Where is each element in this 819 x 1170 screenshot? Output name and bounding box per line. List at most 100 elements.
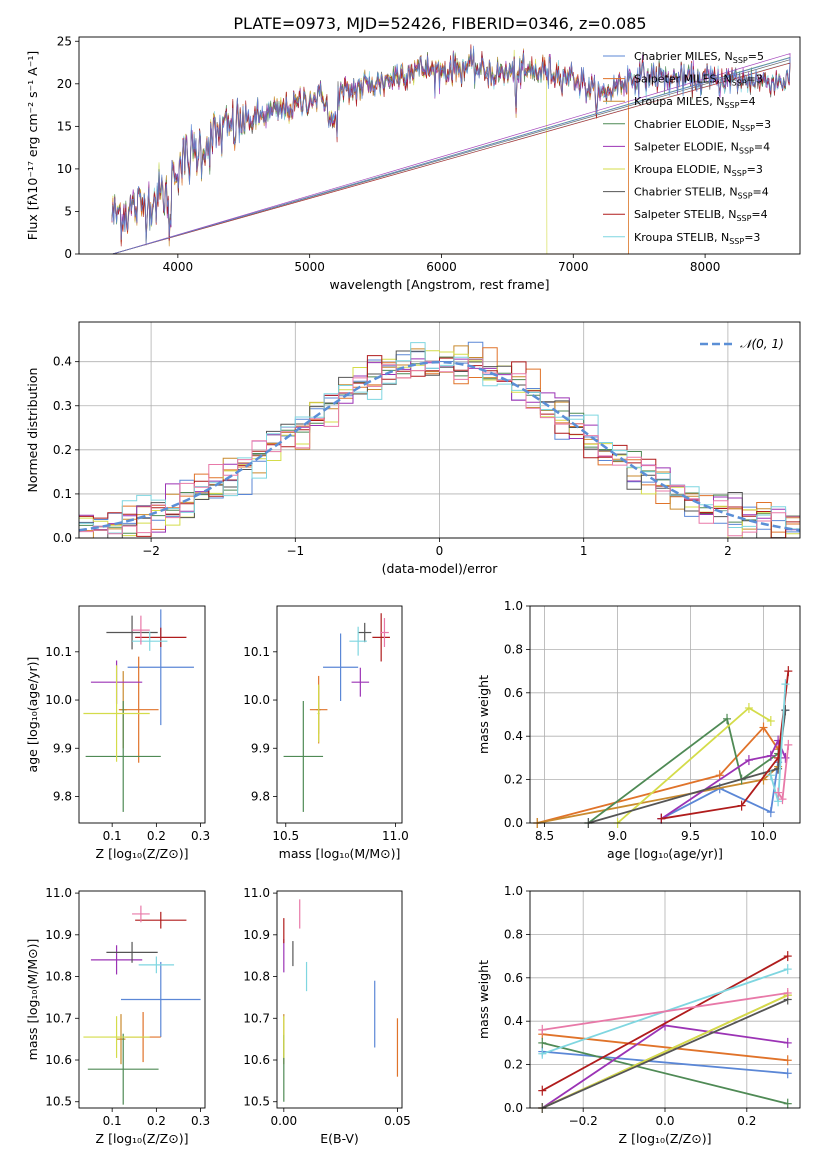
spectrum-panel: 4000 5000 6000 7000 8000 0 5 10 15 20 25 wavelength… (25, 34, 801, 292)
y-tick-label: 11.0 (45, 886, 72, 900)
y-tick-label: 0.0 (504, 1101, 523, 1115)
y-tick-label: 10 (57, 162, 72, 176)
y-tick-label: 9.9 (53, 741, 72, 755)
x-axis-label: Z [log₁₀(Z/Z⊙)] (619, 1131, 712, 1146)
y-axis-label: Normed distribution (25, 368, 40, 493)
x-axis-label: mass [log₁₀(M/M⊙)] (279, 846, 401, 861)
y-tick-label: 10.1 (243, 645, 270, 659)
y-tick-label: 10.9 (243, 928, 270, 942)
legend-label-7: Salpeter STELIB, NSSP=4 (634, 208, 768, 223)
y-tick-label: 0.6 (504, 686, 523, 700)
legend-label-0: Chabrier MILES, NSSP=5 (634, 50, 764, 65)
y-axis-label: mass weight (476, 675, 491, 754)
y-tick-label: 0.8 (504, 642, 523, 656)
y-tick-label: 10.0 (243, 693, 270, 707)
gaussian-curve (78, 360, 801, 532)
y-tick-label: 0.6 (504, 971, 523, 985)
x-axis-label: age [log₁₀(age/yr)] (607, 846, 723, 861)
y-tick-label: 10.6 (243, 1053, 270, 1067)
y-tick-label: 1.0 (504, 884, 523, 898)
weight-series-5 (617, 706, 772, 824)
x-tick-label: 10.0 (750, 829, 777, 843)
weight-series-3 (587, 717, 779, 824)
y-axis-label: mass [log₁₀(M/M⊙)] (25, 939, 40, 1061)
x-tick-label: 0.2 (147, 1114, 166, 1128)
y-axis-label: mass weight (476, 960, 491, 1039)
axes-frame (78, 321, 801, 539)
axes-frame (276, 605, 403, 824)
x-tick-label: 5000 (294, 260, 325, 274)
x-tick-label: −2 (142, 544, 160, 558)
x-tick-label: 0.05 (384, 1114, 411, 1128)
weight-series-6 (541, 998, 789, 1109)
mass-vs-ebv-panel: 0.00 0.05 10.5 10.6 10.7 10.8 10.9 11.0 E(B-V) (243, 886, 411, 1146)
y-tick-label: 20 (57, 77, 72, 91)
y-tick-label: 9.8 (53, 789, 72, 803)
x-tick-label: 0 (436, 544, 444, 558)
weight-series-0 (660, 710, 787, 820)
y-tick-label: 10.9 (45, 928, 72, 942)
y-tick-label: 11.0 (243, 886, 270, 900)
x-axis-label: Z [log₁₀(Z/Z⊙)] (96, 846, 189, 861)
y-tick-label: 10.0 (45, 693, 72, 707)
y-tick-label: 10.5 (45, 1095, 72, 1109)
y-tick-label: 0.0 (504, 816, 523, 830)
y-tick-label: 5 (64, 204, 72, 218)
weight-vs-Z-panel: −0.2 0.0 0.2 0.0 0.2 0.4 0.6 0.8 1.0 Z [log₁₀(Z/Z… (476, 884, 801, 1146)
y-tick-label: 0.8 (504, 927, 523, 941)
legend-label-6: Chabrier STELIB, NSSP=4 (634, 186, 769, 201)
y-tick-label: 0.1 (53, 487, 72, 501)
spectrum-series-0 (111, 45, 791, 255)
x-tick-label: 0.1 (103, 1114, 122, 1128)
legend-label-2: Kroupa MILES, NSSP=4 (634, 95, 756, 110)
histogram-series-9 (79, 358, 800, 537)
axes-frame (529, 605, 801, 824)
gaussian-legend-label: 𝒩(0, 1) (740, 337, 784, 351)
axes-frame (78, 605, 206, 824)
axes-frame (78, 36, 801, 255)
weight-series-9 (542, 992, 788, 1031)
x-tick-label: −1 (286, 544, 304, 558)
x-tick-label: 4000 (163, 260, 194, 274)
age-vs-mass-panel: 10.5 11.0 9.8 9.9 10.0 10.1 mass [log₁₀(M/M⊙)] (243, 605, 409, 861)
x-tick-label: 11.0 (382, 829, 409, 843)
y-tick-label: 0.3 (53, 399, 72, 413)
y-axis-label: age [log₁₀(age/yr)] (25, 657, 40, 773)
x-tick-label: 8.5 (535, 829, 554, 843)
y-tick-label: 10.1 (45, 645, 72, 659)
x-axis-label: Z [log₁₀(Z/Z⊙)] (96, 1131, 189, 1146)
x-tick-label: 8000 (690, 260, 721, 274)
x-tick-label: 0.1 (103, 829, 122, 843)
y-tick-label: 0.0 (53, 531, 72, 545)
y-tick-label: 10.7 (45, 1011, 72, 1025)
x-tick-label: 2 (724, 544, 732, 558)
weight-series-1 (537, 726, 779, 824)
y-tick-label: 10.5 (243, 1095, 270, 1109)
legend-label-5: Kroupa ELODIE, NSSP=3 (634, 163, 763, 178)
y-tick-label: 0.2 (504, 773, 523, 787)
y-tick-label: 0.4 (504, 729, 523, 743)
weight-vs-age-panel: 8.5 9.0 9.5 10.0 0.0 0.2 0.4 0.6 0.8 1.0 age [log₁… (476, 599, 801, 861)
x-tick-label: 6000 (426, 260, 457, 274)
y-tick-label: 0.2 (504, 1058, 523, 1072)
x-tick-label: 9.5 (681, 829, 700, 843)
x-tick-label: 0.3 (191, 829, 210, 843)
x-tick-label: −0.2 (569, 1114, 598, 1128)
y-tick-label: 9.9 (251, 741, 270, 755)
y-tick-label: 15 (57, 119, 72, 133)
x-tick-label: 0.2 (147, 829, 166, 843)
axes-frame (276, 890, 403, 1109)
y-tick-label: 0.2 (53, 443, 72, 457)
weight-series-0 (542, 1050, 788, 1075)
figure-title: PLATE=0973, MJD=52426, FIBERID=0346, z=0… (233, 14, 646, 33)
axes-frame (529, 890, 801, 1109)
x-tick-label: 7000 (558, 260, 589, 274)
x-tick-label: 9.0 (608, 829, 627, 843)
y-tick-label: 10.8 (243, 970, 270, 984)
spectrum-series-5 (111, 49, 548, 255)
y-tick-label: 1.0 (504, 599, 523, 613)
residuals-panel: −2 −1 0 1 2 0.0 0.1 0.2 0.3 0.4 (data-model)/error… (25, 321, 801, 576)
age-vs-Z-panel: 0.1 0.2 0.3 9.8 9.9 10.0 10.1 Z [log₁₀(Z/Z⊙)] ag… (25, 605, 210, 861)
x-tick-label: 1 (580, 544, 588, 558)
